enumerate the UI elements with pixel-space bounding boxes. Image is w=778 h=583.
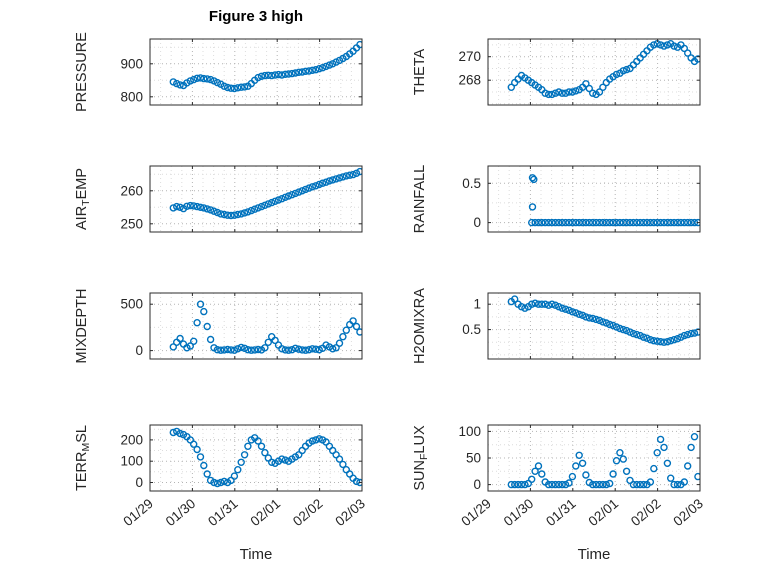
svg-text:THETA: THETA <box>412 48 428 95</box>
airtemp-chart: 250 260 AIRTEMP <box>74 165 363 233</box>
svg-text:1: 1 <box>473 297 481 312</box>
x-axis-label-right: Time <box>577 546 611 563</box>
mixdepth-chart: 0 500 MIXDEPTH <box>74 289 363 364</box>
svg-text:270: 270 <box>458 49 481 64</box>
svg-text:02/02: 02/02 <box>290 496 326 529</box>
svg-text:RAINFALL: RAINFALL <box>412 165 428 234</box>
pressure-chart: 800 900 PRESSURE <box>74 32 363 112</box>
svg-text:H2OMIXRA: H2OMIXRA <box>412 288 428 364</box>
rainfall-chart: 0 0.5 RAINFALL <box>412 165 701 234</box>
svg-text:01/29: 01/29 <box>458 496 494 529</box>
svg-text:01/29: 01/29 <box>120 496 156 529</box>
svg-text:02/03: 02/03 <box>670 496 706 529</box>
svg-text:0: 0 <box>135 475 143 490</box>
theta-chart: 268 270 THETA <box>412 38 701 106</box>
svg-text:250: 250 <box>120 216 143 231</box>
svg-text:0.5: 0.5 <box>462 176 481 191</box>
svg-text:268: 268 <box>458 73 481 88</box>
svg-text:900: 900 <box>120 56 143 71</box>
subplot-pressure: 800 900 PRESSURE <box>0 32 368 113</box>
svg-text:0: 0 <box>135 343 143 358</box>
svg-text:01/31: 01/31 <box>543 496 579 529</box>
subplot-h2omixra: 0.5 1 H2OMIXRA <box>338 288 706 367</box>
svg-text:SUNFLUX: SUNFLUX <box>412 425 430 491</box>
svg-text:02/01: 02/01 <box>586 496 622 529</box>
subplot-theta: 268 270 THETA <box>338 35 706 113</box>
subplot-airtemp: 250 260 AIRTEMP <box>0 162 368 240</box>
svg-text:01/30: 01/30 <box>501 496 537 529</box>
svg-text:0: 0 <box>473 477 481 492</box>
svg-text:200: 200 <box>120 432 143 447</box>
x-axis-label-left: Time <box>239 546 273 563</box>
svg-text:01/30: 01/30 <box>163 496 199 529</box>
svg-text:01/31: 01/31 <box>205 496 241 529</box>
sunflux-chart: 0 50 100 SUNFLUX 01/29 01/30 01/31 02/01 02/02 02… <box>412 424 706 529</box>
svg-text:800: 800 <box>120 89 143 104</box>
h2omixra-chart: 0.5 1 H2OMIXRA <box>412 288 701 364</box>
svg-text:AIRTEMP: AIRTEMP <box>74 168 92 230</box>
svg-text:PRESSURE: PRESSURE <box>74 32 90 112</box>
svg-text:MIXDEPTH: MIXDEPTH <box>74 289 90 364</box>
svg-text:0.5: 0.5 <box>462 322 481 337</box>
subplot-rainfall: 0 0.5 RAINFALL <box>338 162 706 240</box>
figure-title: Figure 3 high <box>208 8 304 25</box>
subplot-mixdepth: 0 500 MIXDEPTH <box>0 289 368 367</box>
subplot-terrmsl: 0 100 200 TERRMSL 01/29 01/30 01/31 02/01 02/02 0… <box>0 421 368 551</box>
svg-text:260: 260 <box>120 183 143 198</box>
svg-text:TERRMSL: TERRMSL <box>74 425 92 491</box>
svg-text:100: 100 <box>458 424 481 439</box>
svg-text:500: 500 <box>120 297 143 312</box>
svg-text:100: 100 <box>120 454 143 469</box>
svg-text:02/02: 02/02 <box>628 496 664 529</box>
svg-text:0: 0 <box>473 215 481 230</box>
svg-text:50: 50 <box>466 451 481 466</box>
svg-text:02/01: 02/01 <box>248 496 284 529</box>
subplot-sunflux: 0 50 100 SUNFLUX 01/29 01/30 01/31 02/01 02/02 02… <box>338 421 706 551</box>
